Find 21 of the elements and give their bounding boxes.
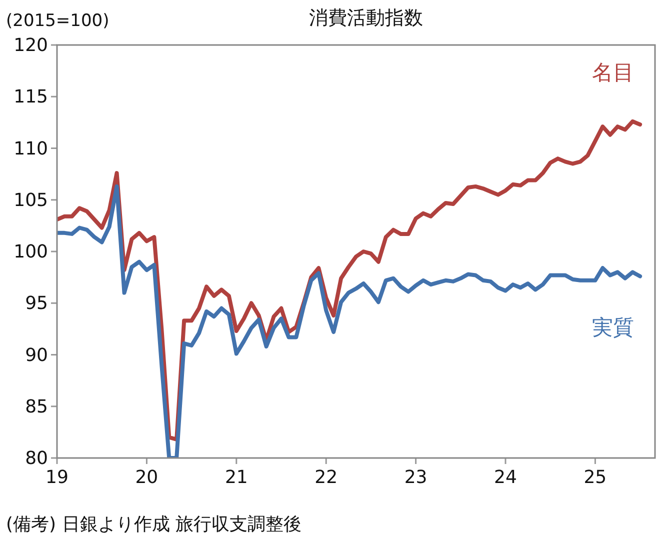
x-tick-label: 22 [314, 467, 338, 488]
y-tick-label: 105 [14, 190, 48, 211]
y-tick-label: 80 [25, 448, 48, 469]
y-tick-label: 115 [14, 86, 48, 108]
x-tick-label: 23 [404, 467, 428, 488]
chart-title: 消費活動指数 [309, 7, 423, 29]
y-axis-title: (2015=100) [6, 11, 110, 31]
y-tick-label: 120 [14, 35, 48, 56]
x-tick-label: 21 [224, 467, 248, 488]
y-tick-label: 95 [25, 293, 48, 314]
x-tick-label: 20 [135, 467, 158, 488]
x-tick-label: 19 [46, 467, 68, 488]
text: (備考) 日銀より作成 旅行収支調整後 [6, 514, 302, 535]
x-tick-label: 24 [494, 467, 517, 488]
y-tick-label: 100 [14, 242, 48, 262]
series-label: 名目 [592, 60, 634, 85]
x-tick-label: 25 [584, 467, 607, 488]
y-tick-label: 110 [14, 138, 48, 160]
series-label: 実質 [592, 315, 634, 340]
y-tick-label: 90 [25, 344, 48, 366]
y-tick-label: 85 [25, 396, 48, 418]
